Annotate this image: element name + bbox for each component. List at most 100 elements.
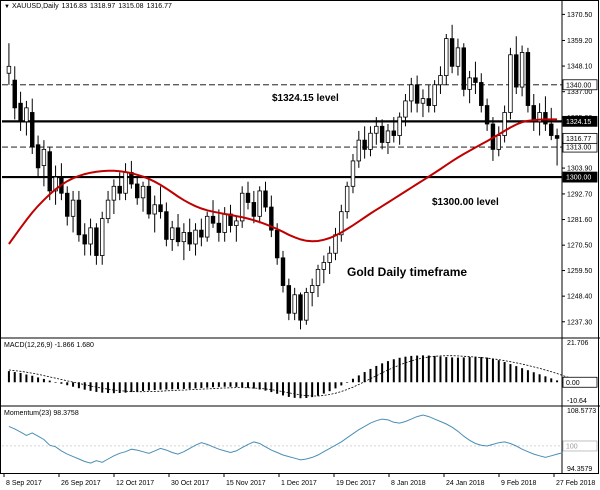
- candle-body: [315, 268, 321, 286]
- candle-body: [123, 172, 128, 194]
- candle-body: [204, 215, 210, 238]
- macd-bar: [7, 371, 10, 383]
- candle-body: [414, 84, 420, 104]
- macd-bar: [375, 365, 378, 383]
- price-tick-label: 1348.10: [567, 64, 592, 71]
- macd-bar: [334, 382, 337, 389]
- candle-body: [6, 65, 12, 74]
- candle-body: [356, 139, 362, 162]
- candle-body: [263, 190, 268, 208]
- candle-body: [181, 232, 187, 243]
- candle-body: [251, 202, 257, 217]
- macd-bar: [398, 357, 401, 383]
- candle-body: [525, 52, 531, 106]
- candle-body: [105, 199, 111, 220]
- candle-body: [234, 220, 239, 226]
- annotation-level-1300: $1300.00 level: [432, 197, 499, 208]
- momentum-100-tag: [562, 440, 598, 452]
- date-tick-label: 24 Jan 2018: [446, 480, 485, 487]
- level-tag: [562, 79, 598, 91]
- candle-body: [304, 292, 309, 321]
- candle-body: [35, 144, 41, 169]
- macd-bar: [282, 382, 284, 396]
- macd-bar: [474, 356, 477, 383]
- candle-body: [298, 294, 303, 321]
- price-tick-label: 1270.50: [567, 243, 592, 250]
- macd-bar: [107, 382, 110, 394]
- macd-bar: [369, 368, 372, 383]
- candle-body: [169, 227, 175, 240]
- macd-bar: [515, 366, 518, 383]
- macd-bar: [118, 382, 121, 394]
- macd-bar: [153, 382, 156, 391]
- macd-bar: [136, 382, 139, 392]
- macd-bar: [194, 382, 197, 389]
- macd-bar: [456, 357, 459, 383]
- candle-body: [519, 52, 525, 88]
- candle-body: [257, 190, 262, 217]
- macd-bar: [322, 382, 325, 394]
- momentum-axis-label: 100: [566, 443, 578, 450]
- level-tag: [562, 171, 598, 183]
- date-tick-label: 19 Dec 2017: [336, 480, 376, 487]
- candle-body: [397, 116, 402, 136]
- candle-body: [24, 107, 29, 123]
- candle-body: [100, 218, 105, 256]
- macd-bar: [351, 378, 354, 383]
- macd-bar: [311, 382, 314, 398]
- level-tag-label: 1324.15: [566, 119, 591, 126]
- candle-body: [549, 123, 554, 136]
- price-tick-label: 1292.70: [567, 191, 592, 198]
- macd-bar: [299, 382, 302, 399]
- candle-body: [70, 199, 76, 217]
- candle-body: [543, 112, 548, 125]
- level-tag-label: 1340.00: [566, 82, 591, 89]
- level-tag-label: 1300.00: [566, 175, 591, 182]
- candle-body: [473, 77, 478, 83]
- candle-body: [444, 38, 449, 76]
- macd-bar: [480, 357, 483, 383]
- level-tag-label: 1313.00: [566, 145, 591, 152]
- momentum-label: Momentum(23) 98.3758: [4, 410, 79, 417]
- candle-body: [508, 54, 513, 113]
- candle-body: [362, 139, 367, 150]
- ohlc-open: 1316.83: [61, 3, 87, 10]
- ohlc-high: 1318.97: [89, 3, 116, 10]
- candle-body: [88, 227, 93, 245]
- candle-body: [467, 77, 472, 90]
- macd-bar: [66, 382, 69, 386]
- macd-bar: [386, 361, 389, 383]
- macd-bar: [293, 382, 296, 398]
- collapse-triangle-icon[interactable]: ▼: [4, 4, 10, 10]
- macd-bar: [287, 382, 290, 397]
- candle-body: [403, 100, 408, 118]
- macd-bar: [468, 357, 471, 383]
- macd-bar: [328, 382, 331, 392]
- candle-body: [531, 105, 536, 123]
- macd-bar: [503, 362, 506, 383]
- macd-axis-label: -10.64: [567, 398, 587, 405]
- candle-body: [12, 79, 17, 109]
- candle-body: [409, 84, 414, 102]
- candle-body: [385, 130, 391, 143]
- macd-axis-label: 21.706: [567, 340, 589, 347]
- date-tick-label: 1 Dec 2017: [281, 480, 317, 487]
- candle-body: [339, 211, 344, 236]
- macd-bar: [427, 355, 430, 383]
- candle-body: [41, 148, 47, 166]
- macd-bar: [165, 382, 168, 390]
- macd-bar: [182, 382, 185, 389]
- candle-body: [333, 234, 338, 254]
- price-tick-label: 1370.50: [567, 12, 592, 19]
- price-tick-label: 1303.90: [567, 166, 592, 173]
- ohlc-close: 1316.77: [146, 3, 172, 10]
- macd-bar: [258, 382, 261, 390]
- date-tick-label: 27 Feb 2018: [556, 480, 595, 487]
- candle-body: [537, 112, 542, 123]
- candle-body: [175, 227, 181, 243]
- candle-body: [216, 222, 222, 233]
- macd-bar: [421, 355, 424, 383]
- macd-bar: [532, 372, 535, 383]
- candle-body: [292, 294, 297, 314]
